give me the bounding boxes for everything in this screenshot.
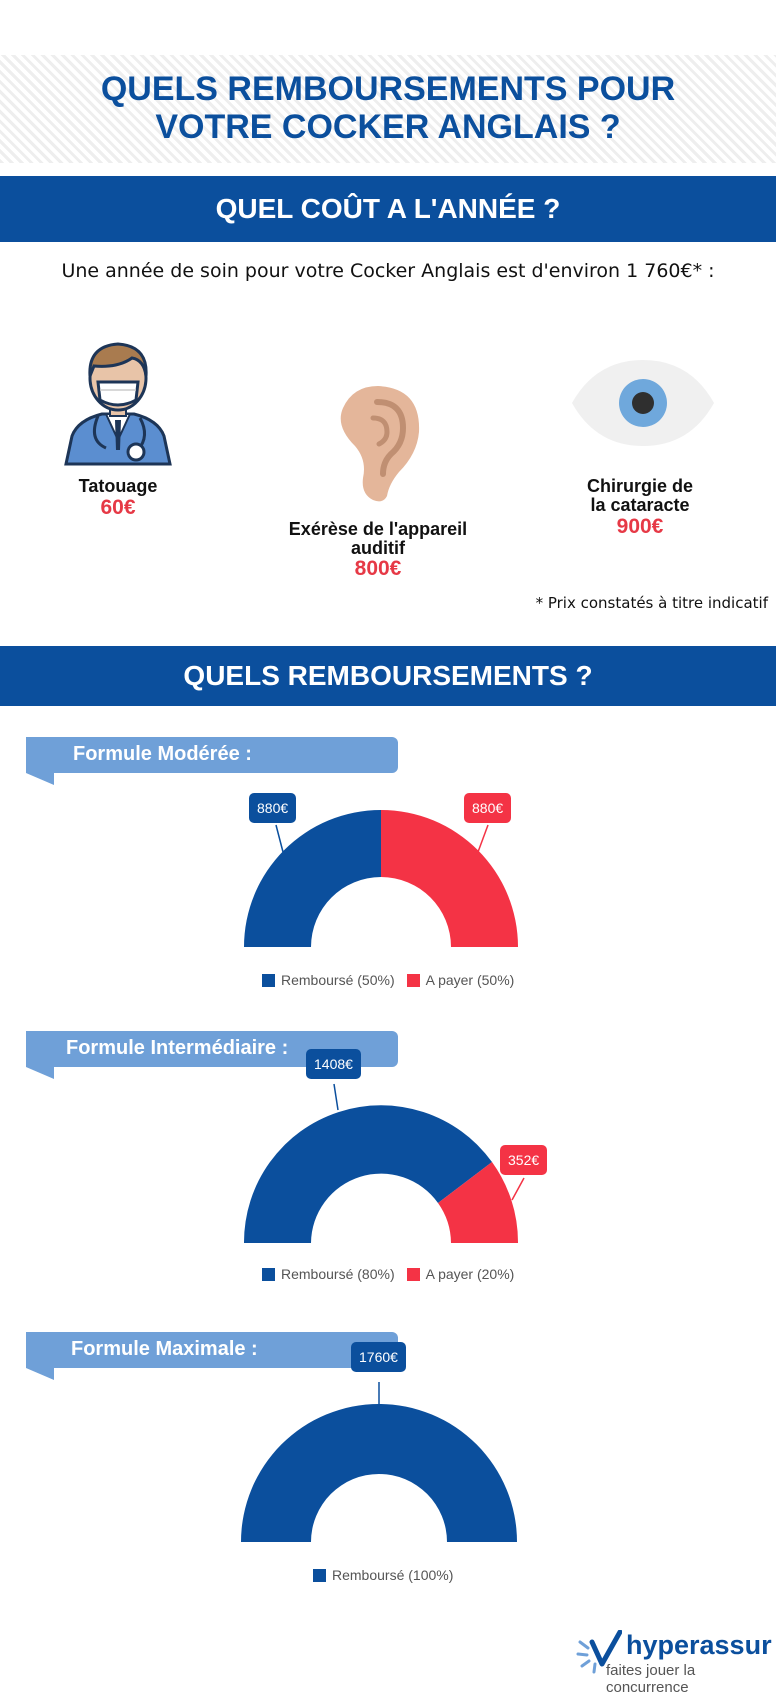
formule-maximale-ribbon-fold	[26, 1368, 54, 1380]
chart-moderee-slice-a-payer	[381, 810, 518, 947]
hyperassur-logo-icon	[576, 1629, 623, 1676]
item-tatouage-price: 60€	[100, 496, 136, 519]
chart-moderee-tip-line-2	[477, 824, 489, 853]
hyperassur-slogan: faites jouer la concurrence	[606, 1662, 696, 1696]
chart-intermediaire-tip-rembourse: 1408€	[306, 1049, 361, 1079]
formule-intermediaire-ribbon-fold	[26, 1067, 54, 1079]
veterinarian-icon	[58, 340, 178, 468]
chart-moderee	[244, 810, 518, 947]
chart-maximale-slice-rembourse	[241, 1404, 517, 1542]
item-tatouage-label-line1: Tatouage	[78, 476, 158, 496]
item-tatouage-label: Tatouage	[38, 477, 198, 496]
legend-swatch-rembourse	[262, 973, 275, 987]
chart-moderee-tip-line-1	[275, 824, 284, 853]
page-title-line2: VOTRE COCKER ANGLAIS ?	[155, 108, 621, 146]
item-exerese-label: Exérèse de l'appareil auditif	[268, 520, 488, 558]
formule-moderee-ribbon-fold	[26, 773, 54, 785]
item-cataracte-label: Chirurgie de la cataracte	[560, 477, 720, 515]
legend-swatch-rembourse	[262, 1267, 275, 1281]
cost-heading-band: QUEL COÛT A L'ANNÉE ?	[0, 176, 776, 242]
page-title-line1: QUELS REMBOURSEMENTS POUR	[100, 70, 676, 108]
chart-moderee-tip-a-payer: 880€	[464, 793, 512, 823]
item-exerese-label-line2: auditif	[351, 538, 405, 558]
formule-maximale-title: Formule Maximale :	[71, 1338, 258, 1360]
cost-intro: Une année de soin pour votre Cocker Angl…	[61, 260, 715, 282]
formule-maximale-ribbon	[26, 1332, 398, 1368]
item-exerese-label-line1: Exérèse de l'appareil	[288, 519, 468, 539]
chart-moderee-slice-rembourse	[244, 810, 381, 947]
cost-heading: QUEL COÛT A L'ANNÉE ?	[215, 193, 561, 224]
chart-moderee-tip-rembourse: 880€	[249, 793, 297, 823]
hyperassur-logo-text: hyperassur	[626, 1630, 772, 1660]
formule-intermediaire-title: Formule Intermédiaire :	[66, 1037, 289, 1059]
item-cataracte-label-line1: Chirurgie de	[586, 476, 693, 496]
legend-swatch-a-payer	[406, 973, 420, 987]
page-title: QUELS REMBOURSEMENTS POUR VOTRE COCKER A…	[0, 70, 776, 146]
chart-intermediaire-tip-line-2	[511, 1177, 525, 1201]
formule-moderee-title: Formule Modérée :	[73, 743, 252, 765]
chart-intermediaire-slice-rembourse	[243, 1105, 492, 1243]
chart-intermediaire	[243, 1083, 525, 1243]
item-exerese-price: 800€	[354, 557, 402, 580]
reimb-heading: QUELS REMBOURSEMENTS ?	[183, 660, 593, 691]
eye-icon	[568, 356, 718, 450]
legend-swatch-rembourse	[313, 1568, 326, 1582]
chart-intermediaire-slice-a-payer	[438, 1162, 519, 1243]
chart-intermediaire-tip-line-1	[333, 1083, 339, 1111]
chart-intermediaire-legend-rembourse: Remboursé (80%)	[281, 1266, 395, 1282]
chart-maximale-legend-rembourse: Remboursé (100%)	[332, 1567, 454, 1583]
chart-maximale-legend: Remboursé (100%)	[313, 1567, 453, 1583]
chart-intermediaire-legend: Remboursé (80%) A payer (20%)	[262, 1266, 514, 1282]
chart-moderee-legend-a-payer: A payer (50%)	[425, 972, 515, 988]
formule-moderee-ribbon	[26, 737, 398, 773]
chart-maximale-tip-rembourse: 1760€	[351, 1342, 406, 1372]
ear-icon	[333, 382, 423, 504]
title-banner	[0, 55, 776, 163]
chart-intermediaire-tip-a-payer: 352€	[500, 1145, 548, 1175]
chart-intermediaire-legend-a-payer: A payer (20%)	[425, 1266, 515, 1282]
item-cataracte-label-line2: la cataracte	[590, 495, 690, 515]
chart-moderee-legend: Remboursé (50%) A payer (50%)	[262, 972, 514, 988]
reimb-heading-band: QUELS REMBOURSEMENTS ?	[0, 646, 776, 706]
chart-maximale	[241, 1382, 517, 1542]
legend-swatch-a-payer	[406, 1267, 420, 1281]
item-cataracte-price: 900€	[616, 515, 664, 538]
price-note: * Prix constatés à titre indicatif	[535, 594, 768, 612]
chart-moderee-legend-rembourse: Remboursé (50%)	[281, 972, 395, 988]
